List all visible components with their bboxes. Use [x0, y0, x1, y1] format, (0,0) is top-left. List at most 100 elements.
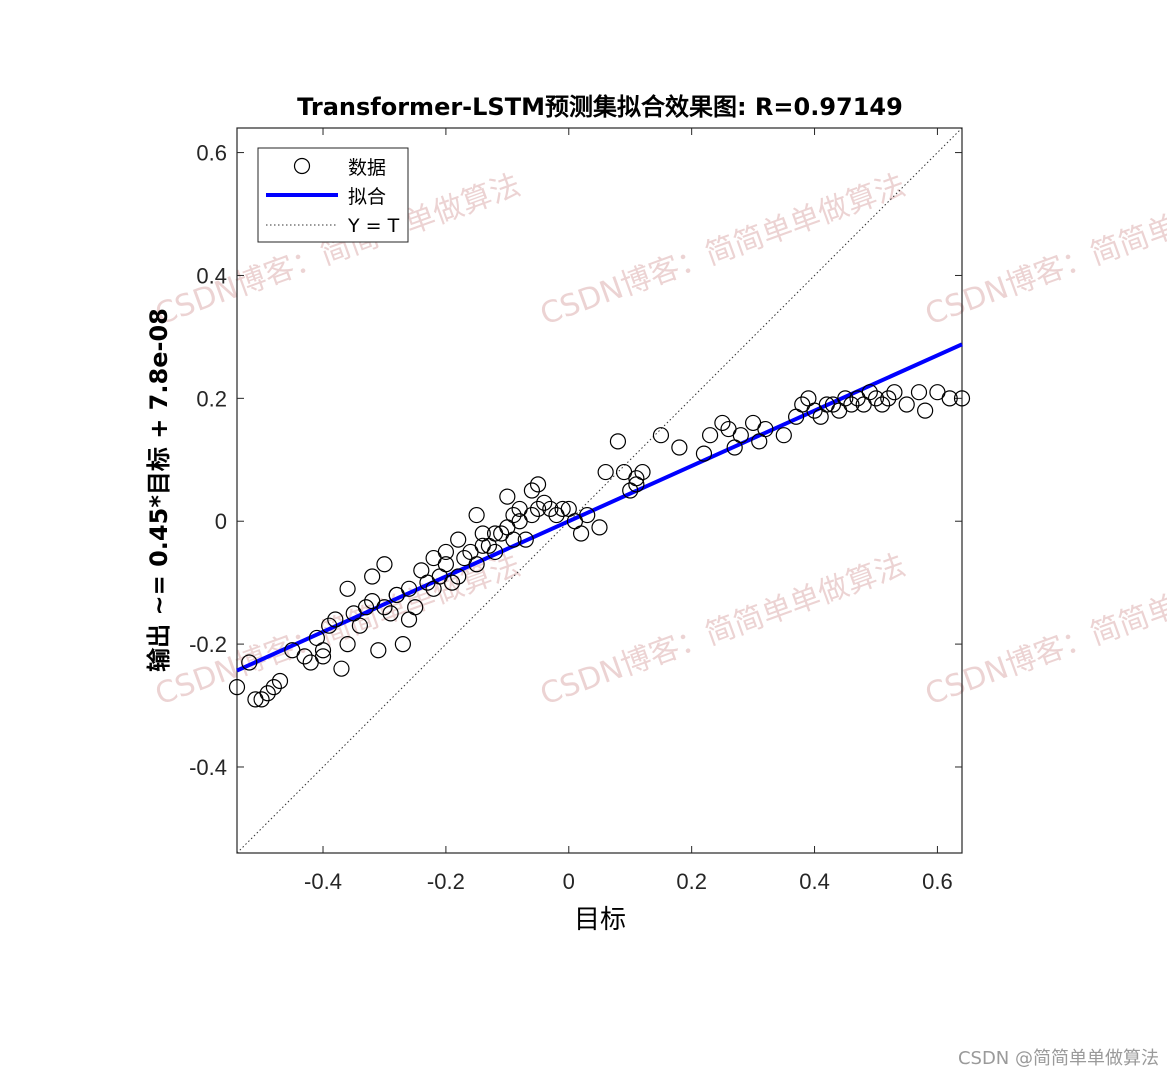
data-point [474, 537, 491, 554]
data-point [407, 599, 424, 616]
watermark-text: CSDN博客：简简单单做算法 [536, 168, 910, 333]
data-point [314, 648, 332, 665]
footer-credit: CSDN @简简单单做算法 [957, 1048, 1159, 1069]
data-point [382, 605, 399, 622]
data-point [536, 494, 553, 511]
data-point [917, 402, 934, 419]
x-axis-label: 目标 [574, 905, 626, 935]
data-point [615, 463, 633, 481]
data-point [450, 531, 467, 548]
data-point [364, 568, 381, 585]
x-tick-label: 0.6 [922, 869, 953, 894]
data-point [837, 390, 854, 407]
chart-title: Transformer-LSTM预测集拟合效果图: R=0.97149 [297, 93, 903, 121]
data-point [468, 556, 485, 573]
data-point [572, 525, 590, 542]
legend-label-data: 数据 [348, 157, 386, 179]
data-point [874, 396, 891, 413]
data-point [910, 384, 928, 401]
data-point [271, 672, 289, 690]
y-axis-label: 输出 ~= 0.45*目标 + 7.8e-08 [145, 308, 173, 672]
y-tick-label: 0.2 [196, 386, 227, 411]
data-point [757, 420, 774, 438]
data-point [953, 390, 971, 407]
data-point [529, 476, 547, 493]
data-point [867, 390, 885, 407]
data-point [695, 445, 713, 462]
data-point [370, 642, 387, 659]
data-point [523, 482, 541, 499]
data-point [529, 500, 547, 518]
data-point [499, 488, 516, 505]
y-tick-label: 0.4 [196, 263, 227, 288]
axis-ticks: -0.4 -0.2 0 0.2 0.4 0.6 -0.4 -0.2 0 0.2 0.4 0.6 [189, 128, 962, 894]
data-point [591, 519, 608, 536]
data-point [450, 568, 467, 585]
y-tick-label: -0.4 [189, 755, 227, 780]
data-point [486, 525, 504, 542]
data-point [241, 654, 258, 671]
legend-marker-data [293, 157, 311, 175]
y-tick-label: 0.6 [196, 141, 227, 166]
identity-line [236, 127, 963, 854]
legend-label-fit: 拟合 [348, 186, 386, 208]
data-point [228, 679, 246, 696]
watermark-text: CSDN博客：简简单单做算法 [921, 168, 1167, 333]
x-tick-label: 0.2 [676, 869, 707, 894]
data-point [542, 500, 559, 518]
data-point [327, 611, 344, 628]
data-point [443, 574, 461, 591]
data-point [388, 586, 405, 604]
data-point [394, 636, 411, 653]
data-point [425, 549, 442, 567]
data-point [880, 390, 897, 407]
x-tick-label: 0.4 [799, 869, 830, 894]
data-point [321, 617, 338, 634]
data-point [775, 427, 792, 444]
data-point [339, 636, 356, 653]
data-point [376, 599, 393, 616]
data-point [609, 433, 627, 450]
data-point [652, 427, 670, 444]
data-point [941, 390, 958, 407]
data-point [714, 414, 731, 432]
data-point [505, 531, 522, 548]
data-points [228, 384, 971, 708]
plot-frame [236, 127, 963, 854]
data-point [898, 396, 915, 413]
data-point [861, 384, 878, 401]
x-tick-label: -0.2 [427, 869, 465, 894]
watermark-text: CSDN博客：简简单单做算法 [536, 548, 910, 713]
data-point [339, 580, 356, 597]
data-point [265, 679, 282, 696]
x-tick-label: 0 [563, 869, 575, 894]
data-point [517, 531, 534, 548]
data-point [505, 506, 522, 524]
data-point [843, 396, 860, 413]
data-point [511, 500, 528, 518]
x-tick-label: -0.4 [304, 869, 342, 894]
data-point [597, 463, 614, 481]
data-point [579, 506, 596, 524]
legend: 数据 拟合 Y = T [257, 147, 409, 243]
watermark-text: CSDN博客：简简单单做算法 [151, 548, 525, 713]
data-point [376, 556, 393, 573]
chart-lines [236, 127, 963, 854]
data-point [886, 384, 903, 401]
data-point [333, 660, 350, 677]
y-tick-label: -0.2 [189, 632, 227, 657]
data-point [732, 427, 749, 444]
watermark-layer: CSDN博客：简简单单做算法 CSDN博客：简简单单做算法 CSDN博客：简简单单做… [151, 168, 1167, 713]
data-point [671, 439, 688, 456]
data-point [351, 617, 368, 634]
data-point [259, 685, 276, 702]
data-point [554, 500, 571, 518]
data-point [628, 476, 645, 493]
watermark-text: CSDN博客：简简单单做算法 [921, 548, 1167, 713]
legend-label-identity: Y = T [347, 215, 400, 237]
data-point [468, 506, 485, 524]
y-tick-label: 0 [215, 509, 227, 534]
fit-line [236, 342, 963, 673]
data-point [296, 648, 313, 665]
